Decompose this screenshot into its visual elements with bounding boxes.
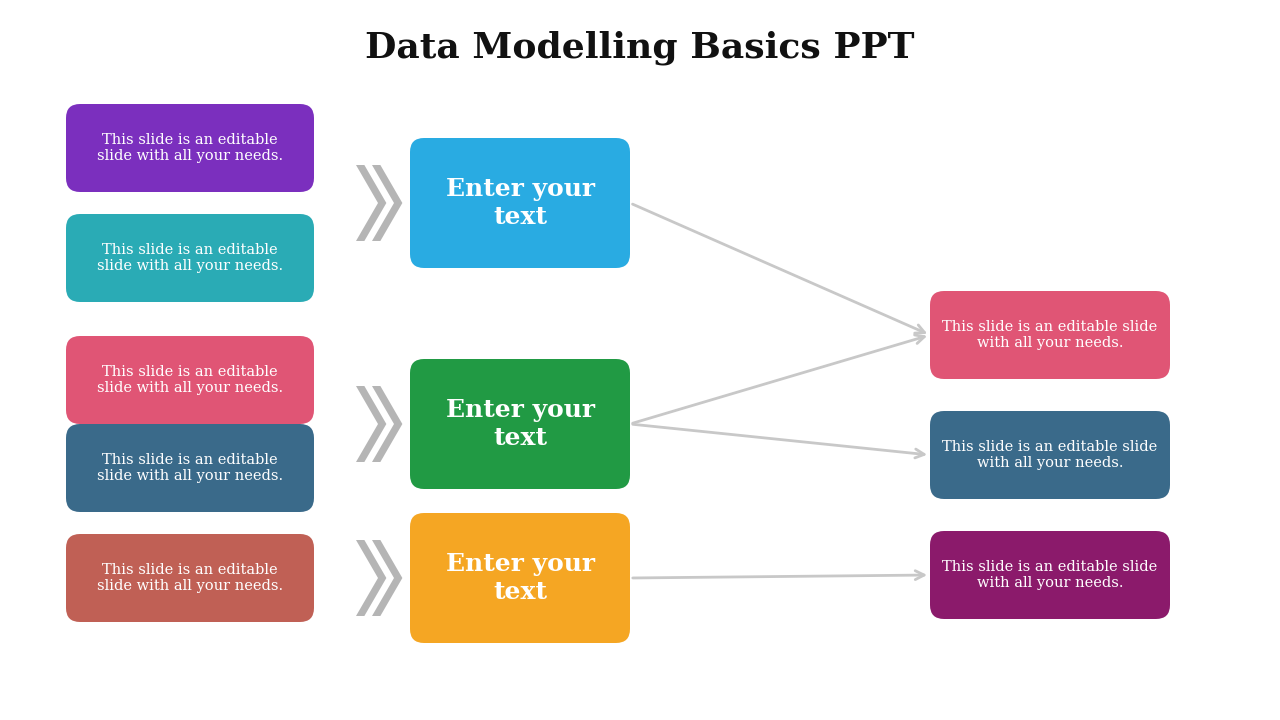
FancyBboxPatch shape xyxy=(410,138,630,268)
Text: This slide is an editable
slide with all your needs.: This slide is an editable slide with all… xyxy=(97,453,283,483)
Text: Data Modelling Basics PPT: Data Modelling Basics PPT xyxy=(365,31,915,66)
Text: This slide is an editable slide
with all your needs.: This slide is an editable slide with all… xyxy=(942,560,1157,590)
FancyBboxPatch shape xyxy=(67,214,314,302)
Text: This slide is an editable
slide with all your needs.: This slide is an editable slide with all… xyxy=(97,563,283,593)
Polygon shape xyxy=(372,386,402,462)
Polygon shape xyxy=(372,165,402,241)
FancyBboxPatch shape xyxy=(410,359,630,489)
FancyBboxPatch shape xyxy=(931,291,1170,379)
FancyBboxPatch shape xyxy=(67,534,314,622)
FancyBboxPatch shape xyxy=(410,513,630,643)
FancyBboxPatch shape xyxy=(67,336,314,424)
FancyBboxPatch shape xyxy=(931,531,1170,619)
Text: This slide is an editable
slide with all your needs.: This slide is an editable slide with all… xyxy=(97,243,283,273)
Text: Enter your
text: Enter your text xyxy=(445,552,594,604)
Polygon shape xyxy=(356,165,387,241)
FancyBboxPatch shape xyxy=(67,424,314,512)
Text: This slide is an editable slide
with all your needs.: This slide is an editable slide with all… xyxy=(942,320,1157,350)
Text: Enter your
text: Enter your text xyxy=(445,177,594,229)
Polygon shape xyxy=(356,386,387,462)
Text: This slide is an editable
slide with all your needs.: This slide is an editable slide with all… xyxy=(97,365,283,395)
Polygon shape xyxy=(356,540,387,616)
Text: This slide is an editable
slide with all your needs.: This slide is an editable slide with all… xyxy=(97,133,283,163)
FancyBboxPatch shape xyxy=(931,411,1170,499)
Text: This slide is an editable slide
with all your needs.: This slide is an editable slide with all… xyxy=(942,440,1157,470)
Text: Enter your
text: Enter your text xyxy=(445,398,594,450)
Polygon shape xyxy=(372,540,402,616)
FancyBboxPatch shape xyxy=(67,104,314,192)
